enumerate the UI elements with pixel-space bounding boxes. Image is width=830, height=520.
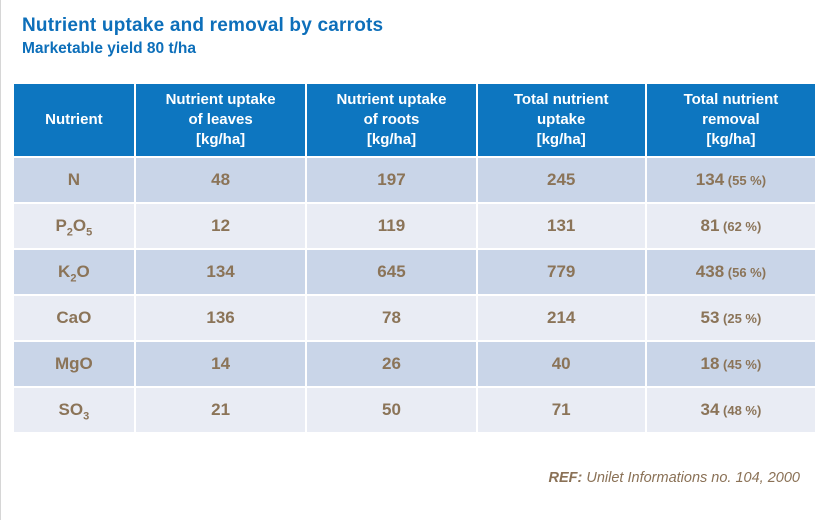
cell-roots: 645: [307, 250, 476, 295]
column-header-2: Nutrient uptake of roots [kg/ha]: [307, 84, 476, 157]
cell-total_uptake: 71: [477, 388, 645, 433]
cell-removal: 81 (62 %): [646, 204, 815, 249]
cell-roots: 78: [307, 296, 476, 341]
table-row: MgO 14 26 40 18 (45 %): [14, 342, 815, 387]
cell-total_uptake: 214: [477, 296, 645, 341]
cell-roots: 50: [307, 388, 476, 433]
nutrient-name: CaO: [14, 296, 134, 341]
cell-leaves: 21: [135, 388, 306, 433]
nutrient-table: Nutrient Nutrient uptake of leaves [kg/ha] N…: [12, 82, 817, 434]
nutrient-name: SO3: [14, 388, 134, 433]
cell-leaves: 136: [135, 296, 306, 341]
cell-leaves: 12: [135, 204, 306, 249]
table-row: P2O5 12 119 131 81 (62 %): [14, 204, 815, 249]
cell-removal: 438 (56 %): [646, 250, 815, 295]
reference: REF: Unilet Informations no. 104, 2000: [549, 470, 800, 486]
table-header: Nutrient Nutrient uptake of leaves [kg/ha] N…: [14, 84, 815, 157]
cell-removal: 53 (25 %): [646, 296, 815, 341]
cell-removal: 34 (48 %): [646, 388, 815, 433]
table-row: K2O 134 645 779 438 (56 %): [14, 250, 815, 295]
cell-total_uptake: 245: [477, 158, 645, 203]
nutrient-name: K2O: [14, 250, 134, 295]
cell-total_uptake: 779: [477, 250, 645, 295]
table-row: CaO 136 78 214 53 (25 %): [14, 296, 815, 341]
cell-roots: 26: [307, 342, 476, 387]
table-row: SO3 21 50 71 34 (48 %): [14, 388, 815, 433]
cell-roots: 119: [307, 204, 476, 249]
cell-leaves: 14: [135, 342, 306, 387]
cell-total_uptake: 131: [477, 204, 645, 249]
nutrient-name: P2O5: [14, 204, 134, 249]
cell-leaves: 134: [135, 250, 306, 295]
cell-roots: 197: [307, 158, 476, 203]
column-header-0: Nutrient: [14, 84, 134, 157]
column-header-4: Total nutrient removal [kg/ha]: [646, 84, 815, 157]
table-body: N 48 197 245 134 (55 %) P2O5 12 119 131 81 (62 %)…: [14, 158, 815, 433]
nutrient-name: N: [14, 158, 134, 203]
column-header-1: Nutrient uptake of leaves [kg/ha]: [135, 84, 306, 157]
page-subtitle: Marketable yield 80 t/ha: [22, 39, 197, 57]
nutrient-name: MgO: [14, 342, 134, 387]
cell-removal: 18 (45 %): [646, 342, 815, 387]
reference-label: REF:: [548, 470, 583, 486]
cell-leaves: 48: [135, 158, 306, 203]
cell-removal: 134 (55 %): [646, 158, 815, 203]
cell-total_uptake: 40: [477, 342, 645, 387]
column-header-3: Total nutrient uptake [kg/ha]: [477, 84, 645, 157]
reference-text: Unilet Informations no. 104, 2000: [582, 470, 800, 486]
header-row: Nutrient Nutrient uptake of leaves [kg/ha] N…: [14, 84, 815, 157]
page-title: Nutrient uptake and removal by carrots: [22, 15, 384, 36]
table-row: N 48 197 245 134 (55 %): [14, 158, 815, 203]
